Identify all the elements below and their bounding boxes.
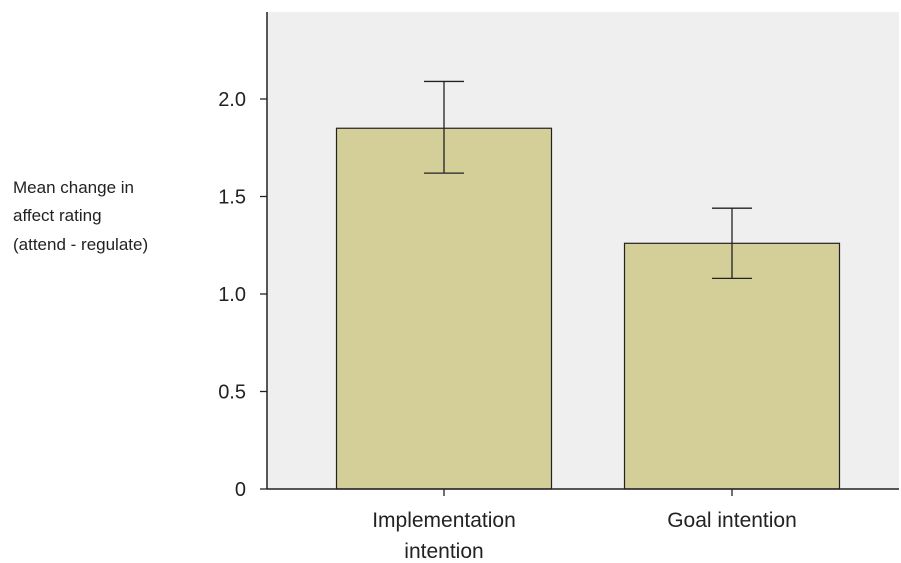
y-tick-label-2: 1.0	[218, 284, 246, 306]
y-tick-label-3: 1.5	[218, 187, 246, 209]
category-label-2-line-1: Goal intention	[667, 509, 797, 532]
bar-2	[623, 242, 841, 490]
x-ticks-layer: Implementation intention Goal intention	[372, 489, 797, 563]
y-tick-label-1: 0.5	[218, 382, 246, 404]
y-axis-title-line-1: Mean change in	[13, 178, 134, 197]
y-tick-label-4: 2.0	[218, 89, 246, 111]
y-axis-title-line-2: affect rating	[13, 206, 102, 225]
y-axis-title: Mean change in affect rating (attend - r…	[13, 178, 148, 254]
category-label-1-line-1: Implementation	[372, 509, 516, 532]
category-label-1-line-2: intention	[404, 540, 483, 563]
y-ticks-layer: 0 0.5 1.0 1.5 2.0	[218, 89, 267, 501]
error-bars-layer	[424, 80, 752, 280]
bar-1	[335, 127, 553, 490]
y-tick-label-0: 0	[235, 479, 246, 501]
bars-layer	[335, 127, 841, 490]
y-axis-title-line-3: (attend - regulate)	[13, 235, 148, 254]
